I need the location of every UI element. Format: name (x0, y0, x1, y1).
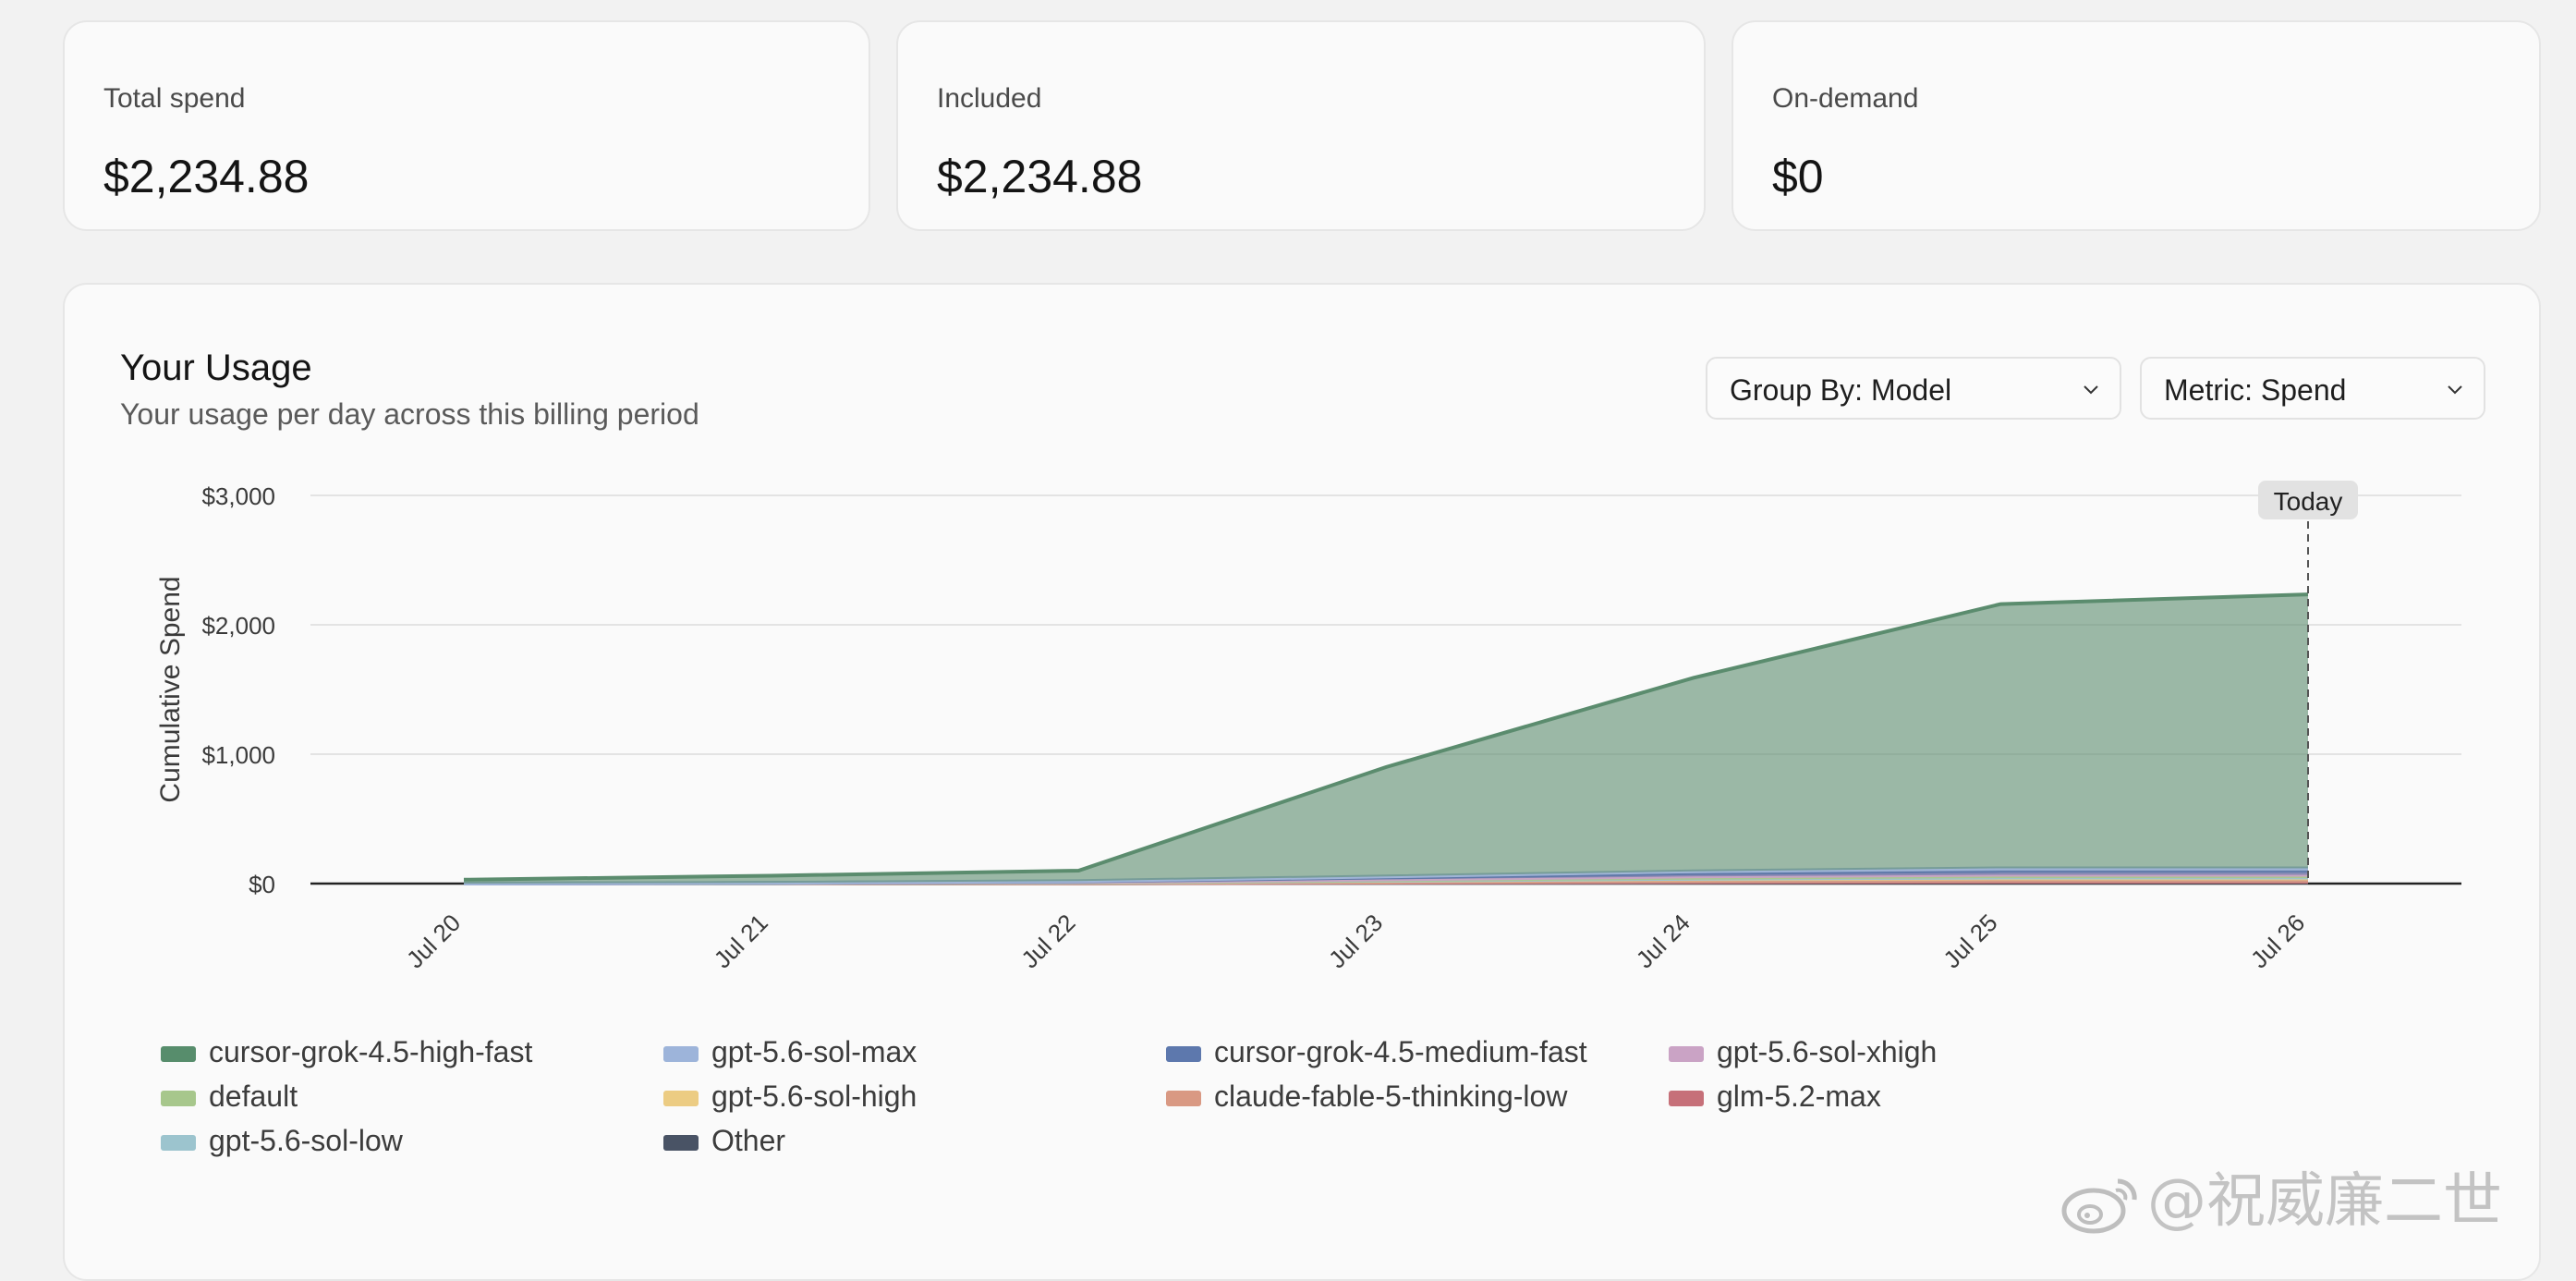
legend-swatch (1669, 1046, 1704, 1062)
group-by-label: Group By: Model (1730, 373, 1952, 407)
x-tick-label: Jul 26 (2245, 909, 2310, 973)
metric-select[interactable]: Metric: Spend (2140, 357, 2485, 420)
stat-value: $0 (1772, 151, 1824, 202)
stat-label: Total spend (103, 83, 246, 114)
x-tick-label: Jul 25 (1938, 909, 2002, 973)
stat-value: $2,234.88 (937, 151, 1143, 202)
area-cursor-grok-4.5-high-fast (464, 594, 2308, 884)
legend-label: gpt-5.6-sol-xhigh (1717, 1035, 1938, 1068)
y-tick-label: $3,000 (201, 482, 275, 510)
watermark: @祝威廉二世 (2057, 1153, 2502, 1238)
x-tick-label: Jul 23 (1323, 909, 1388, 973)
stat-label: Included (937, 83, 1042, 114)
legend-swatch (663, 1091, 699, 1106)
legend-label: gpt-5.6-sol-max (711, 1035, 917, 1068)
legend-label: cursor-grok-4.5-high-fast (209, 1035, 533, 1068)
legend-swatch (1669, 1091, 1704, 1106)
legend-swatch (161, 1135, 196, 1151)
legend-label: claude-fable-5-thinking-low (1214, 1080, 1568, 1113)
today-badge (2258, 481, 2358, 519)
stat-card-total-spend: Total spend $2,234.88 (63, 20, 870, 231)
x-tick-label: Jul 24 (1631, 909, 1695, 973)
stat-card-included: Included $2,234.88 (896, 20, 1706, 231)
legend-swatch (161, 1091, 196, 1106)
usage-chart: $0 $1,000 $2,000 $3,000 Jul 20 Jul 21 Jul 22 J… (155, 481, 2461, 973)
today-label: Today (2274, 487, 2343, 516)
usage-subtitle: Your usage per day across this billing p… (120, 397, 699, 431)
y-tick-label: $0 (249, 871, 275, 898)
legend-label: default (209, 1080, 298, 1113)
legend-label: gpt-5.6-sol-high (711, 1080, 917, 1113)
legend-label: glm-5.2-max (1717, 1080, 1881, 1113)
legend-label: Other (711, 1124, 786, 1157)
legend-swatch (1166, 1091, 1201, 1106)
legend-label: cursor-grok-4.5-medium-fast (1214, 1035, 1587, 1068)
line-cursor-grok-4.5-high-fast (463, 592, 2309, 882)
group-by-select[interactable]: Group By: Model (1706, 357, 2121, 420)
y-axis-label: Cumulative Spend (155, 576, 186, 802)
stat-value: $2,234.88 (103, 151, 310, 202)
chevron-down-icon (2448, 385, 2462, 395)
legend-swatch (663, 1135, 699, 1151)
usage-title: Your Usage (120, 348, 312, 388)
legend-label: gpt-5.6-sol-low (209, 1124, 403, 1157)
watermark-text: @祝威廉二世 (2147, 1167, 2502, 1236)
stat-card-on-demand: On-demand $0 (1732, 20, 2541, 231)
x-tick-label: Jul 22 (1015, 909, 1080, 973)
x-tick-label: Jul 20 (401, 909, 466, 973)
y-tick-label: $1,000 (201, 741, 275, 769)
chevron-down-icon (2084, 385, 2098, 395)
weibo-logo-icon (2061, 1178, 2137, 1234)
x-tick-label: Jul 21 (709, 909, 773, 973)
y-tick-label: $2,000 (201, 612, 275, 640)
legend-swatch (161, 1046, 196, 1062)
metric-label: Metric: Spend (2164, 373, 2347, 407)
area-cursor-grok-4.5-medium-fast (464, 871, 2308, 884)
legend-swatch (1166, 1046, 1201, 1062)
stat-label: On-demand (1772, 83, 1919, 114)
legend-swatch (663, 1046, 699, 1062)
